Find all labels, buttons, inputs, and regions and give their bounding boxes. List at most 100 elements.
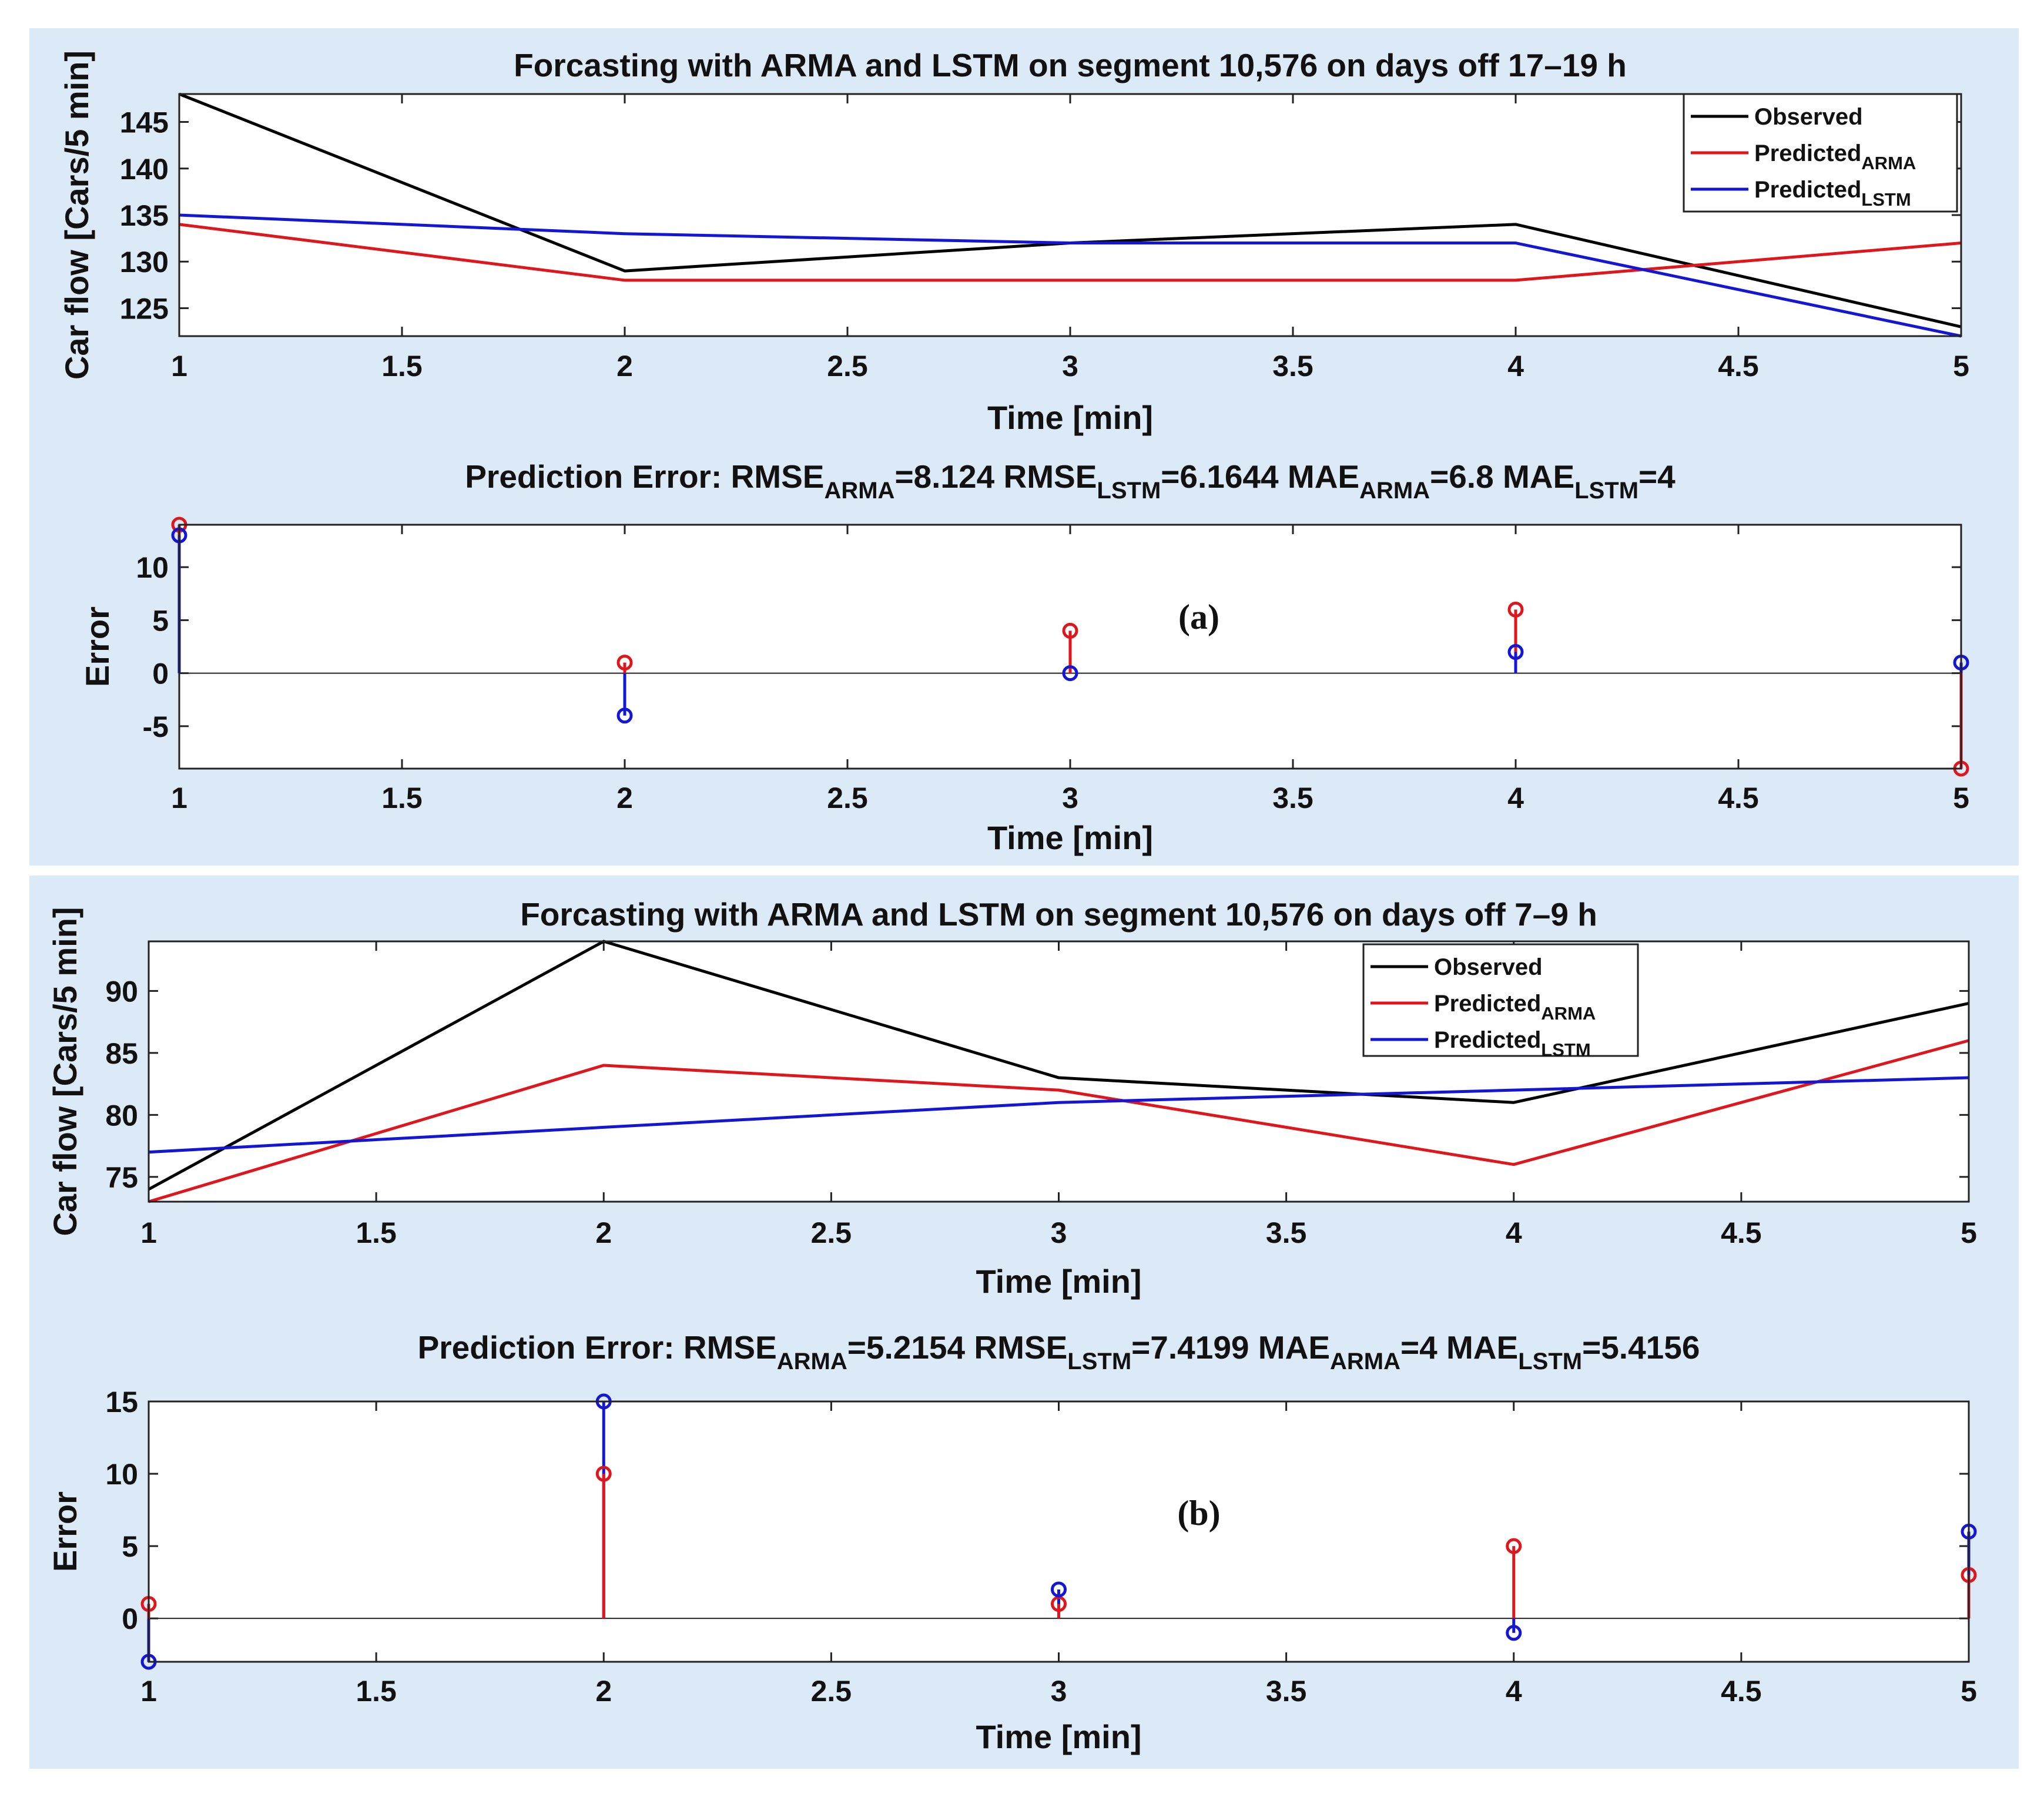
chart1-title: Forcasting with ARMA and LSTM on segment… (514, 47, 1627, 83)
chart3-ytick-label: 85 (105, 1037, 138, 1070)
chart4-panel-annotation: (b) (1177, 1494, 1220, 1533)
chart3-series-predicted-lstm-line (148, 1076, 1969, 1154)
chart1-xtick-label: 4.5 (1718, 350, 1759, 383)
chart2-xlabel: Time [min] (987, 819, 1153, 856)
chart2-ytick-label: 5 (152, 604, 169, 637)
chart4-xtick-label: 3 (1051, 1675, 1067, 1708)
chart1-ylabel: Car flow [Cars/5 min] (58, 51, 95, 380)
chart4-ytick-label: 10 (105, 1458, 138, 1491)
chart3-ylabel: Car flow [Cars/5 min] (46, 907, 83, 1236)
chart1-ytick-label: 135 (120, 199, 169, 232)
chart4-title-part-5: ARMA (1330, 1349, 1400, 1374)
chart2-stem-marker-arma (1507, 601, 1524, 618)
chart1-axes-box (178, 93, 1962, 337)
chart4-title-part-8: =5.4156 (1582, 1329, 1700, 1366)
chart2-title-part-8: =4 (1638, 458, 1676, 495)
chart1-xlabel: Time [min] (987, 399, 1153, 436)
chart2-stem-marker-lstm (1507, 644, 1524, 660)
chart2-xtick-label: 3 (1062, 782, 1078, 814)
chart4-ytick-label: 15 (105, 1386, 138, 1419)
chart3-legend-name: Predicted (1434, 991, 1541, 1017)
chart1-series-predicted-arma-line (179, 223, 1962, 282)
chart4-axes-box (148, 1400, 1970, 1663)
chart3-ytick-label: 80 (105, 1099, 138, 1132)
chart4-xtick-label: 3.5 (1266, 1675, 1307, 1708)
chart3-ytick-label: 75 (105, 1161, 138, 1194)
chart3-legend-entry: Observed (1434, 954, 1543, 980)
chart3-xtick-label: 5 (1961, 1216, 1977, 1249)
chart2-xtick-label: 1.5 (381, 782, 423, 814)
chart2-stem-marker-arma (1062, 622, 1078, 639)
chart1-xtick-label: 3 (1062, 350, 1078, 383)
chart3-plot-area (149, 941, 1969, 1202)
chart4-ytick-label: 5 (122, 1530, 138, 1563)
chart4-stem-marker-lstm (1051, 1581, 1067, 1598)
chart4-xtick-label: 1 (140, 1675, 157, 1708)
chart2-title-part-4: =6.1644 MAE (1161, 458, 1359, 495)
chart1-xtick-label: 4 (1507, 350, 1524, 383)
chart1-legend-entry: PredictedARMA (1754, 140, 1916, 173)
chart3-xtick-label: 4.5 (1721, 1216, 1762, 1249)
chart3-xtick-label: 3 (1051, 1216, 1067, 1249)
chart3-xtick-label: 3.5 (1266, 1216, 1307, 1249)
chart1-xtick-label: 2 (616, 350, 633, 383)
chart2-ytick-label: 0 (152, 658, 169, 690)
chart1-ytick-label: 130 (120, 246, 169, 279)
chart4-stem-marker-arma (1506, 1538, 1522, 1554)
chart1-ytick-label: 145 (120, 106, 169, 139)
chart2-xtick-label: 3.5 (1272, 782, 1313, 814)
chart1-series-predicted-lstm-line (179, 213, 1962, 338)
chart2-title-part-6: =6.8 MAE (1430, 458, 1574, 495)
chart4-stem-marker-lstm (1506, 1625, 1522, 1641)
chart3-xlabel: Time [min] (976, 1263, 1141, 1300)
chart3-legend-entry: PredictedARMA (1434, 991, 1596, 1024)
chart2-ylabel: Error (79, 606, 116, 687)
chart3-xtick-label: 1.5 (356, 1216, 397, 1249)
chart3-xtick-label: 4 (1506, 1216, 1522, 1249)
chart2-title-part-3: LSTM (1097, 478, 1161, 504)
chart2-xtick-label: 2 (616, 782, 633, 814)
chart1-legend-name: Predicted (1754, 140, 1861, 166)
chart2-xtick-label: 5 (1953, 782, 1969, 814)
chart2-xtick-label: 2.5 (827, 782, 868, 814)
chart4-title-part-7: LSTM (1518, 1349, 1582, 1374)
chart4-xtick-label: 1.5 (356, 1675, 397, 1708)
chart3-xtick-label: 2.5 (811, 1216, 852, 1249)
chart3-legend-name-sub: ARMA (1541, 1003, 1596, 1024)
chart4-title-part-0: Prediction Error: RMSE (418, 1329, 777, 1366)
chart3-series-observed-line (148, 940, 1969, 1191)
chart4-stem-marker-arma (595, 1466, 612, 1482)
chart3-legend-name: Observed (1434, 954, 1543, 980)
chart3-legend-box (1362, 943, 1639, 1057)
chart1-legend-name-sub: ARMA (1861, 153, 1916, 173)
chart1-xtick-label: 5 (1953, 350, 1969, 383)
chart4-xtick-label: 5 (1961, 1675, 1977, 1708)
chart4-xlabel: Time [min] (976, 1718, 1141, 1755)
chart2-title-part-0: Prediction Error: RMSE (465, 458, 824, 495)
chart2-title: Prediction Error: RMSEARMA=8.124 RMSELST… (465, 458, 1676, 504)
chart4-stem-marker-arma (1051, 1596, 1067, 1612)
chart3-xtick-label: 2 (595, 1216, 612, 1249)
chart4-ytick-label: 0 (122, 1602, 138, 1635)
chart2-ytick-label: 10 (136, 551, 169, 584)
chart2-stem-marker-lstm (1062, 665, 1078, 682)
chart2-stem-marker-lstm (616, 707, 633, 724)
chart2-xtick-label: 4.5 (1718, 782, 1759, 814)
chart1-legend-name: Observed (1754, 104, 1863, 130)
chart2-axes-box (178, 524, 1962, 770)
chart4-title-part-2: =5.2154 RMSE (847, 1329, 1068, 1366)
chart1-legend-name-sub: LSTM (1861, 189, 1911, 210)
chart1-ytick-label: 140 (120, 153, 169, 186)
chart3-ytick-label: 90 (105, 975, 138, 1008)
chart1-xtick-label: 1.5 (381, 350, 423, 383)
chart1-legend-name: Predicted (1754, 177, 1861, 203)
chart1-xtick-label: 2.5 (827, 350, 868, 383)
chart3-axes-box (148, 940, 1970, 1203)
chart2-title-part-2: =8.124 RMSE (894, 458, 1097, 495)
chart2-title-part-1: ARMA (824, 478, 894, 504)
chart4-xtick-label: 2.5 (811, 1675, 852, 1708)
chart4-title-part-1: ARMA (777, 1349, 847, 1374)
chart3-title: Forcasting with ARMA and LSTM on segment… (520, 896, 1597, 933)
chart4-title-part-4: =7.4199 MAE (1131, 1329, 1330, 1366)
